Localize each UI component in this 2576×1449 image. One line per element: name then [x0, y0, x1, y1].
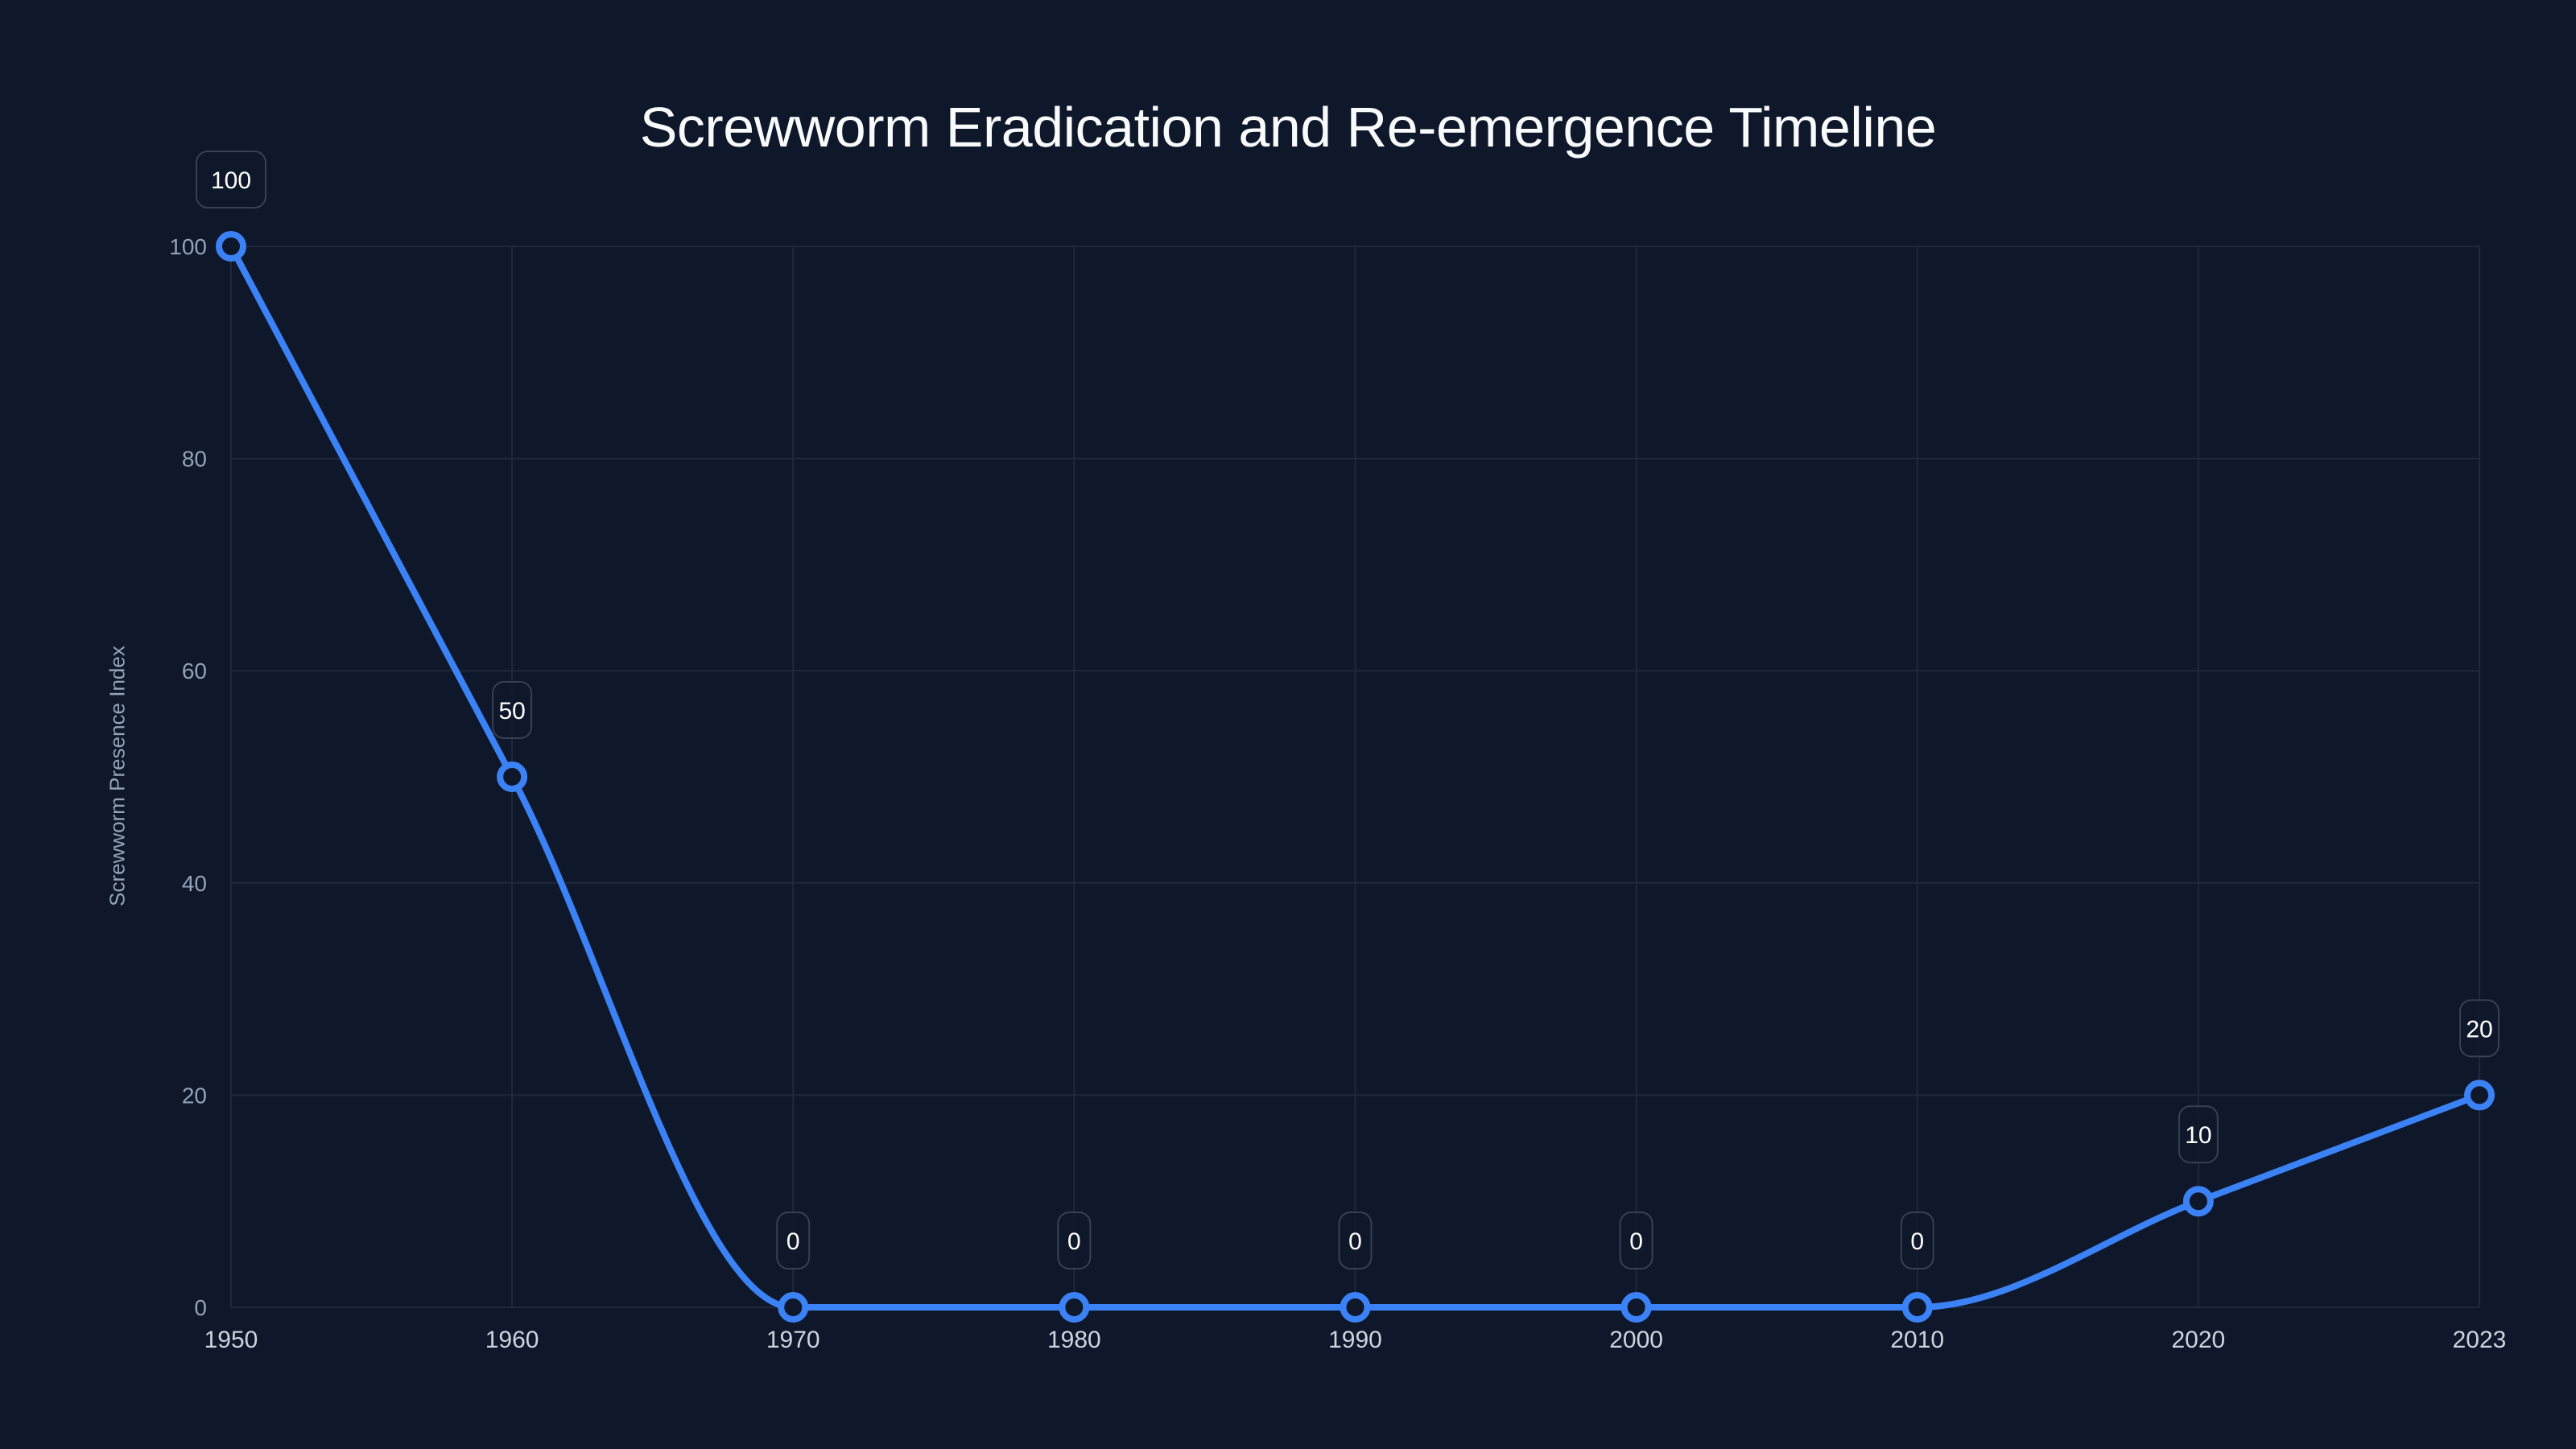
data-label: 10	[2178, 1105, 2219, 1164]
data-label-text: 100	[211, 167, 251, 194]
data-label-box	[1338, 1212, 1373, 1269]
y-tick-label: 20	[182, 1083, 207, 1108]
data-label-text: 0	[1629, 1228, 1643, 1255]
data-label: 0	[1338, 1212, 1373, 1269]
data-point-marker[interactable]	[2464, 1080, 2495, 1111]
data-label-text: 20	[2466, 1016, 2492, 1042]
data-markers	[216, 231, 2495, 1323]
x-tick-label: 2010	[1890, 1327, 1944, 1353]
data-label: 50	[492, 681, 533, 739]
gridlines	[230, 246, 2480, 1308]
data-label-box	[2459, 999, 2500, 1058]
y-tick-label: 60	[182, 658, 207, 683]
y-axis-ticks: 0 20 40 60 80 100	[169, 234, 207, 1320]
x-tick-label: 1970	[766, 1327, 820, 1353]
y-tick-label: 40	[182, 871, 207, 896]
data-label: 100	[196, 151, 266, 208]
x-tick-label: 2023	[2453, 1327, 2507, 1353]
chart-title: Screwworm Eradication and Re-emergence T…	[639, 96, 1937, 159]
data-label-text: 50	[498, 698, 525, 724]
data-label: 0	[1900, 1212, 1934, 1269]
data-point-marker[interactable]	[1340, 1292, 1371, 1323]
data-label-box	[1900, 1212, 1934, 1269]
data-label-box	[1057, 1212, 1092, 1269]
data-label: 0	[776, 1212, 811, 1269]
data-point-marker[interactable]	[216, 231, 246, 262]
data-point-marker[interactable]	[497, 762, 528, 792]
data-point-marker[interactable]	[1901, 1292, 1933, 1323]
data-label-box	[196, 151, 266, 208]
data-label-box	[2178, 1105, 2219, 1164]
x-tick-label: 1950	[204, 1327, 258, 1353]
x-tick-label: 1960	[485, 1327, 539, 1353]
x-tick-label: 2020	[2172, 1327, 2226, 1353]
data-label-text: 10	[2185, 1122, 2211, 1149]
data-label-box	[776, 1212, 811, 1269]
y-tick-label: 0	[194, 1295, 207, 1320]
x-tick-label: 2000	[1609, 1327, 1663, 1353]
y-tick-label: 80	[182, 447, 207, 472]
data-labels: 100 50 0 0 0 0 0 10 20	[196, 151, 2500, 1269]
y-tick-label: 100	[169, 234, 207, 259]
data-label: 0	[1057, 1212, 1092, 1269]
data-label: 0	[1619, 1212, 1653, 1269]
data-label-box	[492, 681, 533, 739]
data-point-marker[interactable]	[2182, 1186, 2214, 1217]
x-axis-ticks: 1950 1960 1970 1980 1990 2000 2010 2020 2023	[204, 1327, 2507, 1353]
data-label-text: 0	[1348, 1228, 1362, 1255]
data-label-text: 0	[1910, 1228, 1924, 1255]
data-point-marker[interactable]	[778, 1292, 809, 1323]
data-label-text: 0	[1067, 1228, 1081, 1255]
data-label: 20	[2459, 999, 2500, 1058]
x-tick-label: 1980	[1047, 1327, 1101, 1353]
data-point-marker[interactable]	[1059, 1292, 1090, 1323]
data-point-marker[interactable]	[1620, 1292, 1652, 1323]
data-label-box	[1619, 1212, 1653, 1269]
data-label-text: 0	[786, 1228, 800, 1255]
x-tick-label: 1990	[1328, 1327, 1382, 1353]
